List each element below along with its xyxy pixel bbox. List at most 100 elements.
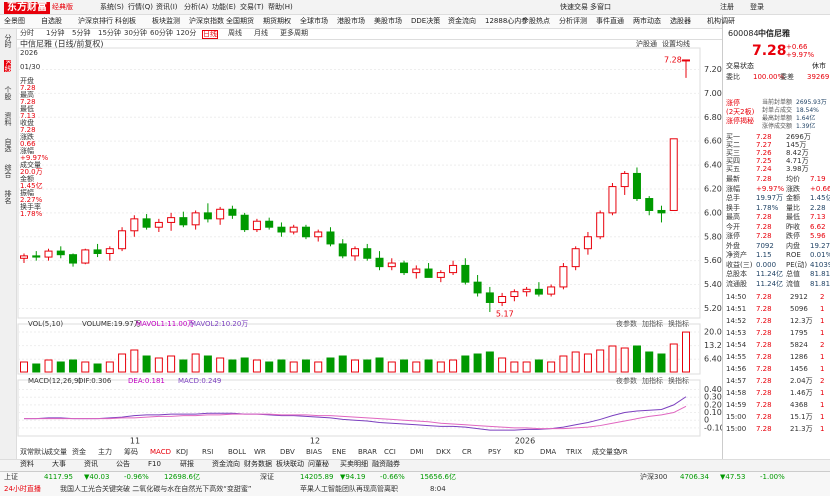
period-tab[interactable]: 日线 [202,30,218,39]
indicator-tab[interactable]: TRIX [566,448,582,456]
nav-tab[interactable]: 分析评测 [559,17,587,25]
indicator-tab[interactable]: MACD [150,448,171,456]
bottom-tab[interactable]: 公告 [116,460,130,468]
nav-tab[interactable]: 板块监测 [152,17,180,25]
bottom-tab[interactable]: 融资融券 [372,460,400,468]
bottom-tab[interactable]: 研报 [180,460,194,468]
nav-tab[interactable]: 美股市场 [374,17,402,25]
bottom-tab[interactable]: 板块联动 [276,460,304,468]
pane-tool[interactable]: 夜参数 [616,377,637,385]
indicator-tab[interactable]: 筹码 [124,448,138,456]
menu-item[interactable]: 分析(A) [184,3,209,11]
side-tab[interactable]: 自选 [4,138,12,152]
side-tab[interactable]: K线 [4,60,12,72]
nav-tab[interactable]: 沪深京排行 [78,17,113,25]
indicator-tab[interactable]: WR [254,448,266,456]
menu-item[interactable]: 快速交易 [560,3,588,11]
period-tab[interactable]: 分时 [20,29,34,37]
news-item[interactable]: 8:04 [430,485,446,493]
indicator-tab[interactable]: 成交量 [46,448,67,456]
volume-bar [632,345,641,373]
chart-tool[interactable]: 设置均线 [662,40,690,48]
nav-tab[interactable]: 自选股 [41,17,62,25]
indicator-tab[interactable]: KD [514,448,524,456]
indicator-tab[interactable]: ENE [332,448,347,456]
nav-tab[interactable]: 港股市场 [337,17,365,25]
indicator-tab[interactable]: BOLL [228,448,246,456]
pane-tool[interactable]: 夜参数 [616,320,637,328]
nav-tab[interactable]: 12888心内参 [485,17,529,25]
indicator-tab[interactable]: PSY [488,448,501,456]
nav-tab[interactable]: 全景图 [4,17,25,25]
period-tab[interactable]: 120分 [176,29,197,37]
pane-tool[interactable]: 换指标 [668,377,689,385]
news-item[interactable]: 苹果人工智能团队再现高管离职 [300,485,398,493]
bottom-tab[interactable]: F10 [148,460,161,468]
side-tab[interactable]: 个股 [4,86,12,100]
bottom-tab[interactable]: 财务数据 [244,460,272,468]
indicator-tab[interactable]: DMA [540,448,557,456]
nav-tab[interactable]: 科创板 [115,17,136,25]
news-item[interactable]: 我国人工光合关键突破 二氧化碳与水在自然光下高效“变甜蜜” [60,485,252,493]
indicator-tab[interactable]: 双常默认 [20,448,48,456]
menu-item[interactable]: 行情(Q) [128,3,153,11]
bottom-tab[interactable]: 资讯 [84,460,98,468]
menu-item[interactable]: 系统(S) [100,3,124,11]
indicator-tab[interactable]: 资金 [72,448,86,456]
indicator-tab[interactable]: 主力 [98,448,112,456]
nav-tab[interactable]: 期货期权 [263,17,291,25]
pane-tool[interactable]: 加指标 [642,377,663,385]
nav-tab[interactable]: 两市动态 [633,17,661,25]
bottom-tab[interactable]: 买卖明细 [340,460,368,468]
indicator-tab[interactable]: VR [618,448,628,456]
period-tab[interactable]: 更多周期 [280,29,308,37]
period-tab[interactable]: 月线 [254,29,268,37]
menu-item[interactable]: 功能(E) [212,3,236,11]
chart-tool[interactable]: 沪股通 [636,40,657,48]
period-tab[interactable]: 60分钟 [150,29,173,37]
bottom-tab[interactable]: 资金流向 [212,460,240,468]
news-item[interactable]: 24小时直播 [4,485,41,493]
indicator-tab[interactable]: DKX [436,448,451,456]
side-tab[interactable]: 排名 [4,190,12,204]
nav-tab[interactable]: 选股器 [670,17,691,25]
indicator-tab[interactable]: RSI [202,448,214,456]
period-tab[interactable]: 周线 [228,29,242,37]
menu-item[interactable]: 资讯(I) [156,3,178,11]
side-tab[interactable]: 分时 [4,34,12,48]
menu-item[interactable]: 多窗口 [590,3,611,11]
side-tab[interactable]: 综合 [4,164,12,178]
nav-tab[interactable]: 机构调研 [707,17,735,25]
bottom-tab[interactable]: 问董秘 [308,460,329,468]
period-tab[interactable]: 30分钟 [124,29,147,37]
indicator-tab[interactable]: DBV [280,448,295,456]
menu-item[interactable]: 注册 [720,3,734,11]
indicator-tab[interactable]: CCI [384,448,396,456]
side-tab[interactable]: 资料 [4,112,12,126]
period-tab[interactable]: 5分钟 [72,29,91,37]
indicator-tab[interactable]: BRAR [358,448,378,456]
indicator-tab[interactable]: BIAS [306,448,323,456]
bottom-tab[interactable]: 资料 [20,460,34,468]
period-tab[interactable]: 15分钟 [98,29,121,37]
nav-tab[interactable]: 全球市场 [300,17,328,25]
nav-tab[interactable]: 资金流向 [448,17,476,25]
quote-cell: 15:00 [726,413,747,421]
indicator-tab[interactable]: CR [462,448,472,456]
nav-tab[interactable]: 全国期货 [226,17,254,25]
nav-tab[interactable]: 个股热点 [522,17,550,25]
pane-tool[interactable]: 加指标 [642,320,663,328]
menu-item[interactable]: 帮助(H) [268,3,293,11]
pane-tool[interactable]: 换指标 [668,320,689,328]
nav-tab[interactable]: DDE决策 [411,17,441,25]
menu-item[interactable]: 登录 [750,3,764,11]
indicator-tab[interactable]: 成交量变 [592,448,620,456]
candle-body [375,257,384,268]
indicator-tab[interactable]: DMI [410,448,424,456]
indicator-tab[interactable]: KDJ [176,448,189,456]
menu-item[interactable]: 交易(T) [240,3,264,11]
bottom-tab[interactable]: 大事 [52,460,66,468]
period-tab[interactable]: 1分钟 [46,29,65,37]
nav-tab[interactable]: 事件直通 [596,17,624,25]
nav-tab[interactable]: 沪深京指数 [189,17,224,25]
